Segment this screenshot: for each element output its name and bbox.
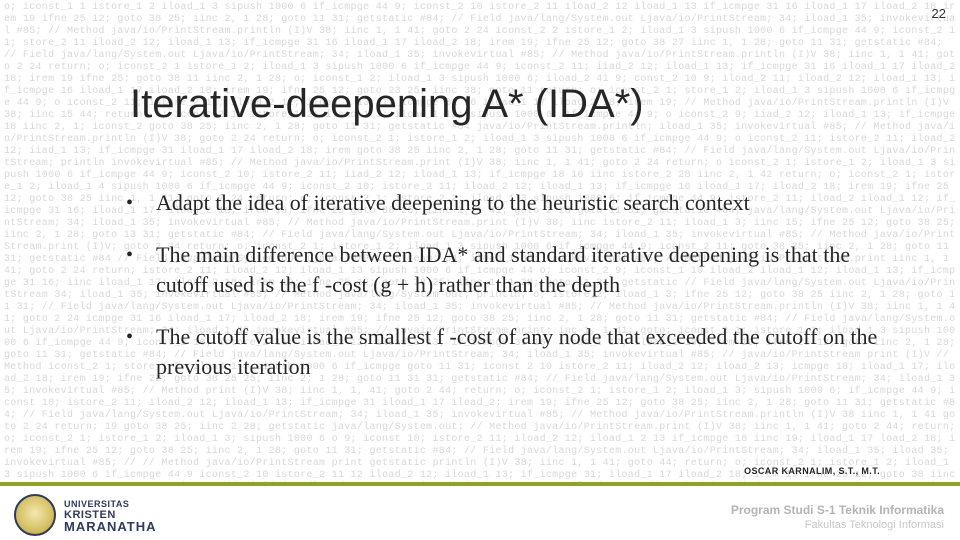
program-line1: Program Studi S-1 Teknik Informatika xyxy=(731,503,944,518)
bullet-item: Adapt the idea of iterative deepening to… xyxy=(120,188,880,218)
logo-text: UNIVERSITAS KRISTEN MARANATHA xyxy=(64,499,157,532)
author-name: OSCAR KARNALIM, S.T., M.T. xyxy=(744,466,880,476)
program-line2: Fakultas Teknologi Informasi xyxy=(731,518,944,532)
bullet-item: The main difference between IDA* and sta… xyxy=(120,240,880,300)
program-info: Program Studi S-1 Teknik Informatika Fak… xyxy=(731,503,944,532)
bullet-item: The cutoff value is the smallest f -cost… xyxy=(120,322,880,382)
university-logo: UNIVERSITAS KRISTEN MARANATHA xyxy=(14,494,157,536)
logo-badge-icon xyxy=(14,494,56,536)
logo-line1: UNIVERSITAS xyxy=(64,499,157,510)
page-number: 22 xyxy=(932,6,946,21)
slide-title: Iterative-deepening A* (IDA*) xyxy=(130,82,644,127)
logo-line3: MARANATHA xyxy=(64,521,157,532)
bullet-list: Adapt the idea of iterative deepening to… xyxy=(120,188,880,404)
